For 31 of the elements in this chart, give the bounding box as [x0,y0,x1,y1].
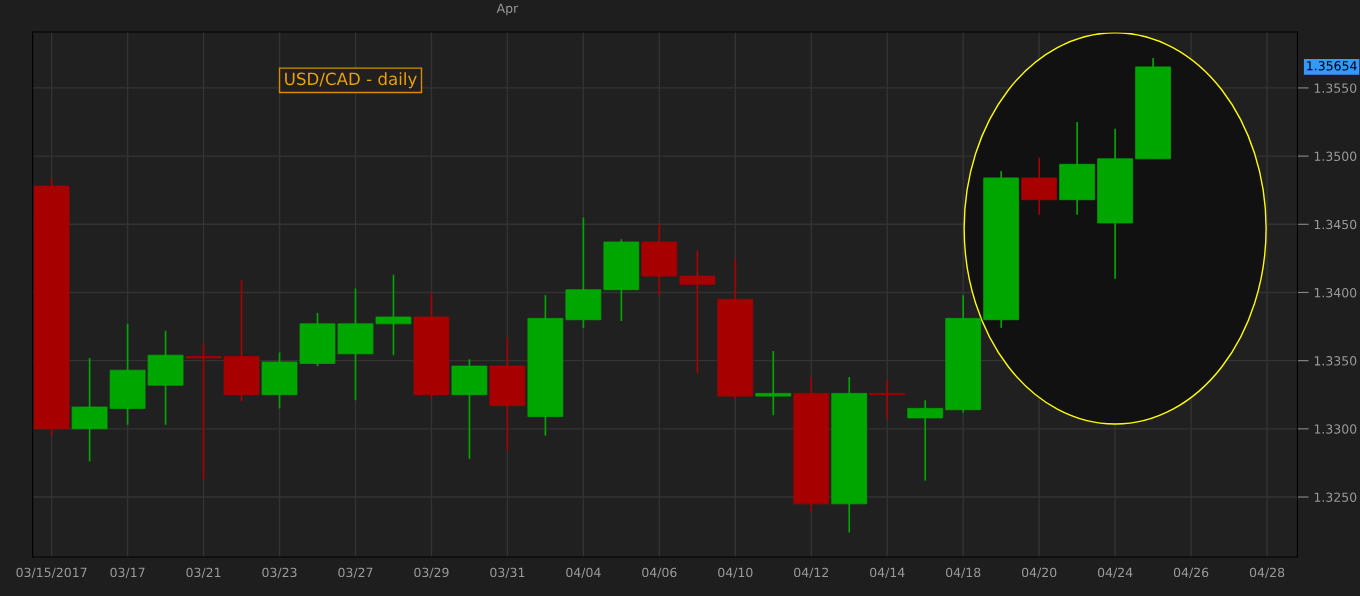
candlestick [755,350,792,417]
x-tick-label: 04/14 [870,567,905,579]
x-tick-label: 04/20 [1021,567,1057,579]
x-tick-label: 04/24 [1097,567,1133,579]
x-tick-label: 03/17 [110,567,145,579]
y-tick-label: 1.3450 [1314,219,1357,230]
y-tick-label: 1.3500 [1314,151,1357,162]
x-tick-label: 04/28 [1249,567,1285,579]
x-tick-label: 03/31 [490,567,525,579]
x-tick-label: 04/18 [946,567,981,579]
text: 1.35654 [1307,61,1357,71]
y-tick-label: 1.3550 [1314,83,1357,93]
x-tick-label: 04/26 [1173,567,1209,579]
text: Apr [496,3,519,16]
x-tick-label: 03/27 [338,567,373,579]
y-tick-label: 1.3400 [1314,287,1357,298]
x-tick-label: 04/12 [794,567,829,579]
candlestick [679,249,716,374]
x-tick-label: 04/10 [718,567,753,579]
x-tick-label: 04/04 [566,567,601,579]
x-tick-label: 03/29 [414,567,449,579]
y-tick-label: 1.3350 [1314,356,1357,366]
y-tick-label: 1.3300 [1314,424,1357,434]
y-tick-label: 1.3250 [1314,492,1357,502]
candlestick [907,399,944,482]
x-tick-label: 03/23 [262,567,297,579]
x-tick-label: 04/06 [642,567,677,579]
x-tick-label: 03/15/2017 [16,567,87,579]
x-tick-label: 03/21 [186,567,221,579]
candlestick [869,378,906,421]
text: USD/CAD - daily [285,72,417,89]
